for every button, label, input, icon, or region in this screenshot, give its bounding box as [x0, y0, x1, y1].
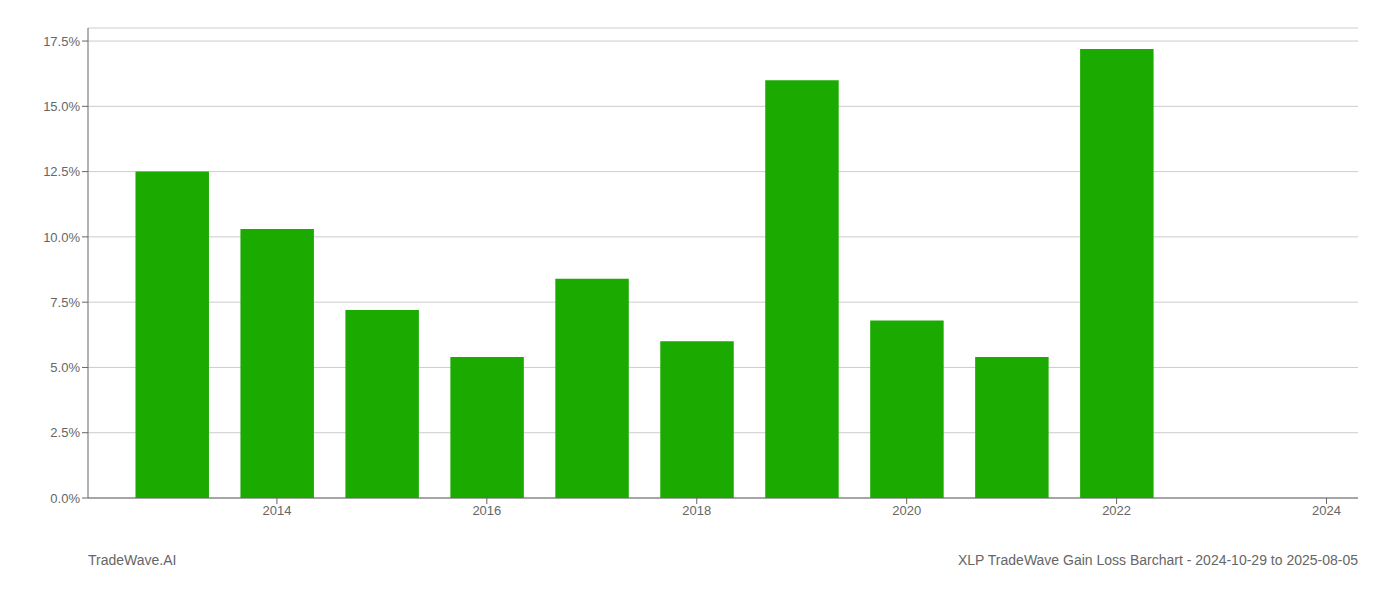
svg-text:2020: 2020	[892, 503, 921, 518]
html-text:TradeWave.AI: TradeWave.AI	[88, 552, 177, 568]
svg-text:5.0%: 5.0%	[50, 360, 80, 375]
svg-text:10.0%: 10.0%	[43, 230, 80, 245]
svg-text:12.5%: 12.5%	[43, 164, 80, 179]
svg-text:2.5%: 2.5%	[50, 425, 80, 440]
svg-text:2018: 2018	[682, 503, 711, 518]
svg-text:15.0%: 15.0%	[43, 99, 80, 114]
svg-text:2014: 2014	[262, 503, 291, 518]
svg-text:7.5%: 7.5%	[50, 295, 80, 310]
svg-text:2024: 2024	[1312, 503, 1341, 518]
html-text:XLP TradeWave Gain Loss Barcha: XLP TradeWave Gain Loss Barchart - 2024-…	[958, 552, 1358, 568]
svg-text:17.5%: 17.5%	[43, 34, 80, 49]
svg-text:2022: 2022	[1102, 503, 1131, 518]
svg-text:0.0%: 0.0%	[50, 491, 80, 506]
svg-text:2016: 2016	[472, 503, 501, 518]
